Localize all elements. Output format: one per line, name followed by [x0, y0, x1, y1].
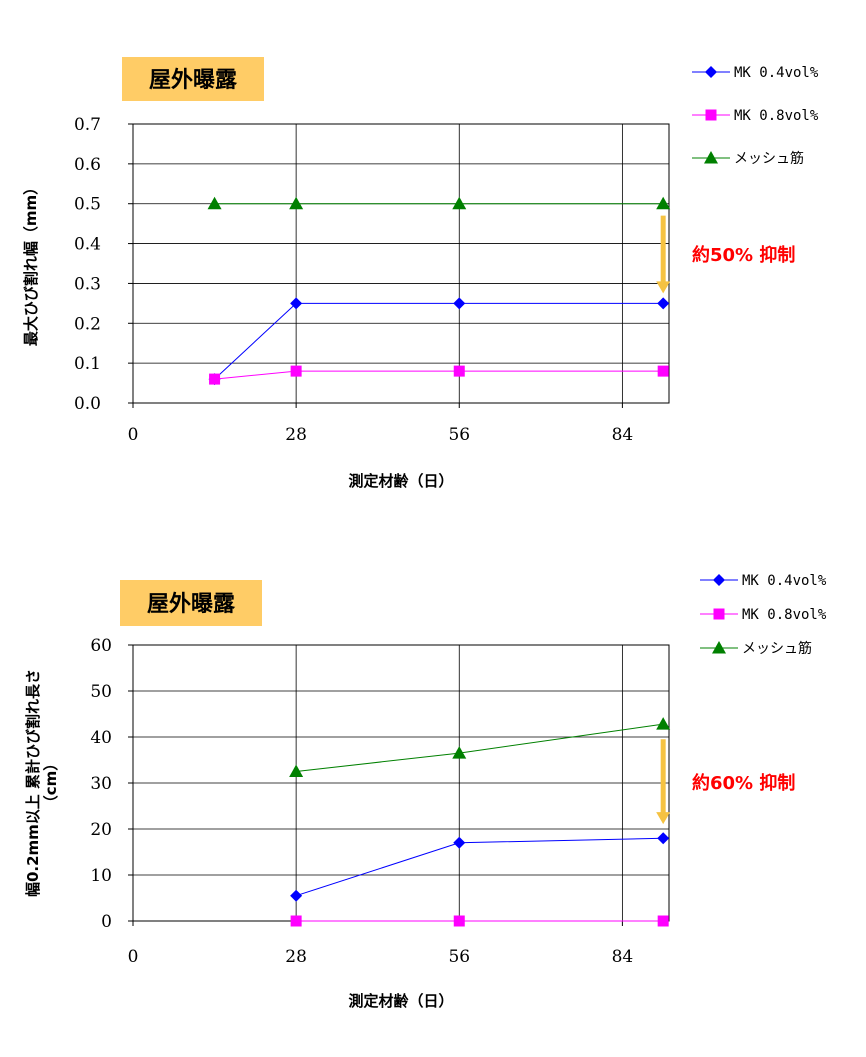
series-1 — [290, 832, 670, 902]
x-tick-label: 0 — [128, 947, 139, 967]
y-tick-label: 20 — [90, 820, 112, 840]
plot-area — [132, 123, 670, 404]
series-3 — [289, 717, 671, 777]
chart-title-box — [120, 580, 262, 626]
data-point — [452, 746, 467, 759]
data-point — [453, 365, 465, 377]
legend-entry: MK 0.4vol% — [692, 65, 819, 81]
series-1 — [208, 297, 670, 386]
legend-marker — [705, 66, 717, 78]
data-point — [657, 297, 670, 310]
y-tick-label: 0 — [101, 912, 112, 932]
chart-title: 屋外曝露 — [149, 67, 238, 93]
reduction-annotation: 約50% 抑制 — [692, 244, 795, 266]
data-point — [290, 889, 303, 902]
series-line — [214, 302, 664, 380]
series-2 — [209, 365, 669, 385]
y-tick-label: 0.2 — [74, 314, 101, 334]
x-axis-title: 測定材齢（日） — [348, 992, 453, 1010]
data-point — [453, 297, 466, 310]
y-tick-label: 40 — [90, 728, 112, 748]
data-point — [657, 832, 670, 845]
chart-title-box — [122, 57, 264, 101]
y-tick-label: 0.0 — [74, 394, 101, 414]
legend-marker — [705, 109, 717, 121]
x-tick-label: 84 — [612, 947, 634, 967]
y-tick-label: 10 — [90, 866, 112, 886]
legend-label: MK 0.8vol% — [734, 108, 819, 124]
chart-2: 屋外曝露 0 10 20 30 40 50 60 0 28 56 84 測定材齢（日） 幅0.2mm以上 … — [24, 573, 827, 1010]
series-line — [296, 723, 664, 772]
legend-label: メッシュ筋 — [742, 640, 812, 657]
reduction-arrow-head — [656, 281, 671, 294]
chart-1: 屋外曝露 0.0 0.1 0.2 0.3 0.4 0.5 0.6 0.7 0 28 56 84 測定材齢（… — [22, 57, 819, 490]
y-tick-label: 0.1 — [74, 354, 101, 374]
data-point — [656, 717, 671, 730]
y-tick-label: 60 — [90, 636, 112, 656]
y-tick-label: 0.6 — [74, 155, 101, 175]
data-point — [290, 915, 302, 927]
data-point — [453, 836, 466, 849]
legend-entry: メッシュ筋 — [692, 150, 804, 167]
data-point — [207, 196, 222, 210]
reduction-annotation: 約60% 抑制 — [692, 772, 795, 794]
data-point — [289, 764, 304, 777]
legend-marker — [713, 608, 725, 620]
series-3 — [207, 196, 671, 210]
legend-marker — [713, 574, 725, 586]
legend-entry: MK 0.8vol% — [692, 108, 819, 124]
legend-entry: MK 0.8vol% — [700, 607, 827, 623]
x-tick-label: 56 — [448, 425, 470, 445]
y-tick-label: 50 — [90, 682, 112, 702]
legend-marker — [712, 641, 726, 654]
series-line — [295, 837, 664, 897]
y-tick-label: 0.7 — [74, 115, 101, 135]
y-tick-label: 0.4 — [74, 235, 101, 255]
y-axis-title: 最大ひび割れ幅（mm） — [22, 180, 40, 346]
x-tick-label: 56 — [448, 947, 470, 967]
legend-label: MK 0.4vol% — [734, 65, 819, 81]
x-tick-label: 28 — [285, 947, 307, 967]
series-line — [214, 370, 664, 380]
legend-entry: メッシュ筋 — [700, 640, 812, 657]
legend-label: メッシュ筋 — [734, 150, 804, 167]
x-tick-label: 28 — [285, 425, 307, 445]
data-point — [657, 365, 669, 377]
data-point — [452, 196, 467, 210]
y-tick-label: 0.3 — [74, 274, 101, 294]
legend-label: MK 0.4vol% — [742, 573, 827, 589]
x-tick-label: 0 — [128, 425, 139, 445]
chart-title: 屋外曝露 — [147, 591, 236, 617]
reduction-arrow-head — [656, 812, 671, 825]
data-point — [657, 915, 669, 927]
legend-label: MK 0.8vol% — [742, 607, 827, 623]
y-tick-label: 0.5 — [74, 195, 101, 215]
y-tick-label: 30 — [90, 774, 112, 794]
series-2 — [290, 915, 669, 927]
data-point — [290, 297, 303, 310]
legend-entry: MK 0.4vol% — [700, 573, 827, 589]
data-point — [289, 196, 304, 210]
x-tick-label: 84 — [612, 425, 634, 445]
data-point — [209, 373, 221, 385]
x-axis-title: 測定材齢（日） — [348, 472, 453, 490]
data-point — [290, 365, 302, 377]
legend-marker — [704, 151, 718, 164]
y-axis-title: （cm） — [42, 756, 60, 811]
data-point — [453, 915, 465, 927]
y-axis-title: 幅0.2mm以上 累計ひび割れ長さ — [24, 669, 42, 897]
data-point — [656, 196, 671, 210]
